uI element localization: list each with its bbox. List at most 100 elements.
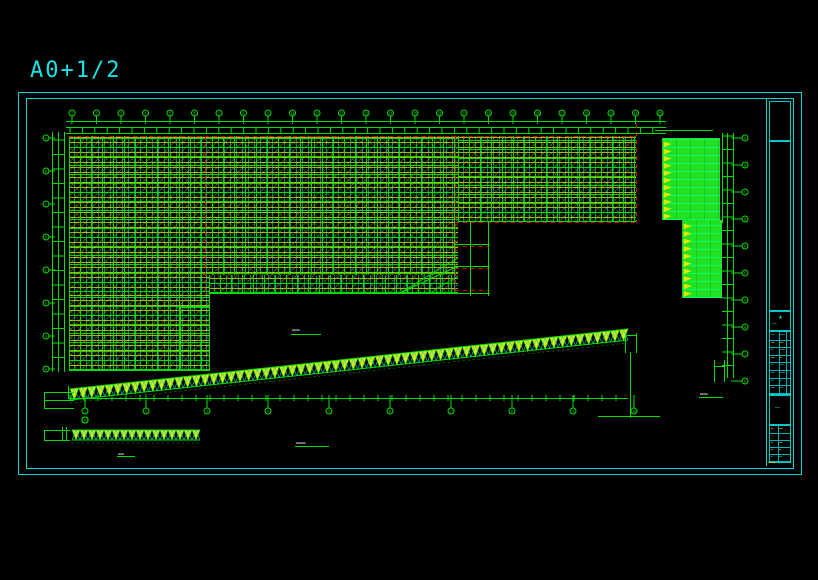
company-name-text: ▬▬▬	[773, 323, 777, 325]
title-block-row-label: ▬▬▬	[771, 356, 775, 359]
axis-line-red-v2	[455, 136, 456, 296]
incline-dim-line-1	[68, 398, 628, 399]
title-block-row[interactable]: ▬▬▬▬▬	[770, 355, 790, 364]
title-block-row-value: ▬▬▬▬	[780, 334, 785, 336]
title-block-logo-cell: ▲ ▬▬▬	[769, 311, 791, 331]
page-title: A0+1/2	[30, 58, 122, 83]
detail-lead-2	[44, 440, 70, 441]
plan-mesh-block-right-upper	[458, 136, 636, 222]
incline-lead-2	[44, 400, 74, 401]
sheet-outer-border	[18, 92, 802, 475]
title-block-row-value: ▬▬▬▬	[780, 349, 785, 352]
incline-lead-3	[44, 408, 74, 409]
title-block-stamp-value: ▬▬▬	[779, 456, 783, 458]
title-block-row[interactable]: ▬▬ ▬▬	[770, 378, 790, 387]
truss-support-column	[630, 352, 631, 418]
title-block-stamp-grid[interactable]: ▬▬ ▬▬▬ ▬▬ ▬▬ ▬▬ ▬▬▬ ▬▬ ▬▬ ▬▬ ▬▬▬	[769, 425, 791, 463]
title-block-row-value: ▬▬▬	[780, 387, 784, 390]
truss-end-v1	[625, 335, 626, 353]
plan-frame-h-266	[455, 266, 490, 267]
right-detail-h1	[714, 366, 724, 367]
axis-line-red-top	[69, 136, 636, 137]
axis-line-red-s2	[455, 268, 490, 269]
detail-note-underline	[117, 456, 135, 457]
title-block-data-grid[interactable]: ▬▬▬ ▬▬▬▬ ▬▬▬ ▬▬▬ ▬▬ ▬▬▬▬ ▬▬▬ ▬▬ ▬▬ ▬▬▬ ▬▬▬ ▬▬▬▬ ▬▬ ▬▬…	[769, 331, 791, 395]
title-block-row-label: ▬▬	[771, 364, 774, 367]
title-block-row-value: ▬▬▬▬	[780, 372, 785, 374]
title-block-stamp-row[interactable]: ▬▬ ▬▬	[770, 433, 790, 441]
title-block[interactable]: ▲ ▬▬▬ ▬▬▬ ▬▬▬▬ ▬▬▬ ▬▬▬ ▬▬ ▬▬▬▬ ▬▬▬ ▬▬ ▬▬ ▬▬▬ ▬▬▬ ▬▬…	[766, 99, 793, 466]
incline-lead-v2	[68, 386, 69, 398]
sheet-inner-border	[26, 98, 794, 469]
title-block-blank-cell	[769, 141, 791, 311]
right-dim-v1	[727, 133, 728, 378]
title-block-row-label: ▬▬▬	[771, 372, 775, 374]
title-block-stamp-label: ▬▬	[771, 456, 774, 458]
title-block-stamp-row[interactable]: ▬▬ ▬▬▬	[770, 440, 790, 448]
dim-line-left-1	[52, 132, 53, 372]
truss-end-h1	[625, 335, 636, 336]
title-block-row-label: ▬▬	[771, 379, 774, 382]
title-block-stamp-row[interactable]: ▬▬ ▬▬	[770, 447, 790, 455]
axis-line-red-v1	[205, 136, 206, 292]
plan-frame-v-180	[180, 307, 181, 371]
plan-note-label: ▬▬▬▬	[292, 328, 300, 332]
title-block-row-label: ▬▬▬	[771, 341, 775, 344]
detail-lead-v3	[66, 427, 67, 441]
plan-mesh-block-strip	[209, 275, 458, 293]
right-detail-v2	[724, 360, 725, 382]
title-block-stamp-label: ▬▬	[771, 428, 774, 430]
title-block-row-value: ▬▬	[780, 356, 783, 359]
title-block-row[interactable]: ▬▬▬ ▬▬▬▬	[770, 332, 790, 341]
dim-line-left-2	[58, 132, 59, 372]
title-block-row-label: ▬▬	[771, 349, 774, 352]
dim-line-top-1	[66, 121, 666, 122]
title-block-row[interactable]: ▬▬▬▬▬▬	[770, 347, 790, 356]
title-block-row-value: ▬▬▬	[780, 364, 784, 367]
detail-lead-1	[44, 430, 70, 431]
title-block-header-cell	[769, 101, 791, 141]
title-block-row[interactable]: ▬▬▬▬▬	[770, 362, 790, 371]
plan-mesh-block-main	[69, 136, 458, 292]
title-block-footer-text: ▬▬▬▬▬▬▬	[768, 462, 777, 464]
axis-line-red-s1	[455, 246, 490, 247]
title-block-stamp-label: ▬▬	[771, 449, 774, 451]
title-block-row[interactable]: ▬▬▬ ▬▬▬▬	[770, 370, 790, 379]
plan-frame-h-bottom	[209, 293, 490, 294]
right-plan-panel-upper	[662, 138, 720, 220]
title-block-stamp-row[interactable]: ▬▬ ▬▬▬	[770, 454, 790, 462]
incline-note-underline	[295, 446, 329, 447]
plan-note-underline	[291, 334, 321, 335]
title-block-row-value: ▬▬	[780, 379, 783, 382]
plan-frame-h-244	[455, 244, 490, 245]
right-plan-top-line	[655, 130, 713, 131]
title-block-stamp-value: ▬▬	[779, 435, 782, 437]
title-block-row[interactable]: ▬▬▬▬▬▬	[770, 340, 790, 349]
plan-frame-v-209	[209, 293, 210, 371]
title-block-row-value: ▬▬▬	[780, 341, 784, 344]
right-note-underline	[699, 397, 723, 398]
title-block-stamp-row[interactable]: ▬▬ ▬▬▬	[770, 426, 790, 434]
plan-frame-v-488	[488, 222, 489, 296]
company-logo-icon: ▲	[779, 315, 783, 320]
detail-lead-v	[44, 430, 45, 440]
detail-lead-v2	[62, 427, 63, 441]
truss-support-base	[598, 416, 660, 417]
title-block-row[interactable]: ▬▬▬ ▬▬▬	[770, 385, 790, 394]
incline-lead-v	[44, 392, 45, 408]
title-block-row-label: ▬▬▬	[771, 334, 775, 336]
title-block-stamp-label: ▬▬	[771, 442, 774, 444]
title-block-row-label: ▬▬▬	[771, 387, 775, 390]
right-dim-v3	[722, 133, 723, 223]
dim-line-top-3	[66, 133, 666, 134]
title-block-stamp-value: ▬▬	[779, 449, 782, 451]
right-dim-v2	[733, 133, 734, 378]
axis-line-red-s3	[455, 290, 490, 291]
title-block-note-cell: ▬▬▬▬	[769, 395, 791, 425]
right-note-label: ▬▬▬▬	[700, 392, 708, 396]
plan-frame-h-370	[69, 370, 209, 371]
plan-mesh-block-lower-left	[69, 292, 209, 370]
title-block-stamp-label: ▬▬	[771, 435, 774, 437]
title-block-stamp-value: ▬▬▬	[779, 428, 783, 430]
